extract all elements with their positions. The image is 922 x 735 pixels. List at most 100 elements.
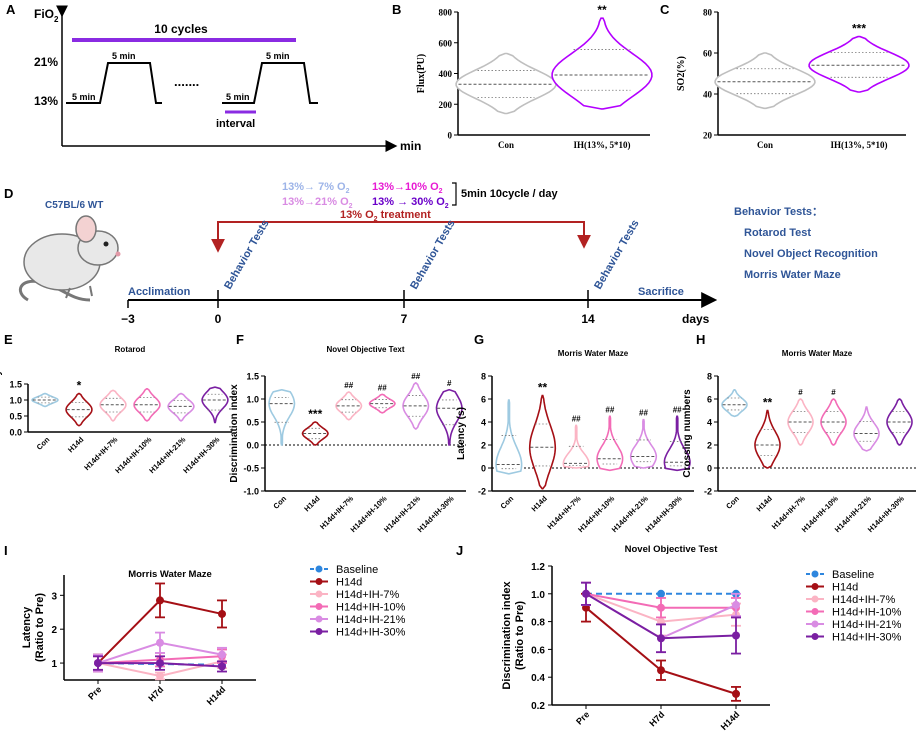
y-axis-label-2: (Ratio to Pre) (514, 601, 526, 670)
legend-marker (811, 620, 819, 628)
legend-label: H14d (336, 577, 362, 589)
interval-label: interval (216, 118, 255, 130)
y-axis-label: Latency (s) (456, 407, 467, 460)
violin-1 (528, 394, 557, 490)
significance-mark: # (831, 388, 836, 397)
data-point (582, 589, 590, 598)
category-label: Con (35, 435, 52, 452)
legend-label: H14d (832, 582, 858, 594)
y-tick-label: 0.5 (9, 412, 22, 422)
panel-letter-c: C (660, 2, 670, 17)
chart-g: -2 0 2 4 6 8 Latency (s) Morris Water Maze Con **… (456, 349, 694, 534)
data-point (657, 666, 665, 675)
y-tick-label: 1.0 (246, 395, 259, 405)
treatment-arrow (217, 221, 591, 249)
category-label: Con (498, 140, 514, 150)
legend-label: Baseline (832, 569, 874, 581)
y-tick-label: 0 (448, 131, 453, 141)
legend-marker (811, 570, 819, 578)
data-point (732, 631, 740, 640)
legend-label: H14d+IH-10% (832, 607, 902, 619)
category-label: Con (271, 494, 288, 511)
x-tick-label: Pre (574, 709, 591, 726)
y-axis-label: Discrimination index (501, 581, 513, 690)
significance-mark: ## (639, 409, 648, 418)
legend-marker (811, 583, 819, 590)
data-point (218, 609, 226, 618)
legend-label: H14d+IH-21% (832, 619, 902, 631)
violin-4 (167, 392, 195, 422)
x-tick-label: Pre (86, 684, 103, 701)
y-axis-label-2: (Ratio to Pre) (34, 593, 46, 662)
y-tick-label: 60 (703, 49, 713, 59)
y-axis-label: Duration of stay (0, 370, 3, 447)
y-tick-label: 3 (51, 591, 57, 602)
y-tick-label: 800 (439, 8, 453, 18)
chart-f: -1.0 -0.5 0.0 0.5 1.0 1.5 Discrimination index… (229, 345, 466, 534)
violin-5 (201, 386, 229, 424)
legend-marker (811, 633, 819, 640)
y-tick-label: 20 (703, 131, 713, 141)
chart-title: Morris Water Maze (782, 349, 853, 358)
category-label: H14d (66, 435, 86, 455)
step-label-4: 5 min (266, 51, 290, 61)
legend-marker (315, 590, 323, 598)
regimen-30: 13% → 30% O2 (372, 196, 449, 210)
data-point (218, 650, 226, 659)
y-tick-label: 0.6 (531, 645, 545, 656)
chart-j: Novel Objective Test 0.2 0.4 0.6 0.8 1.0 1.2 Pr… (501, 544, 902, 732)
chart-title: Morris Water Maze (128, 569, 212, 580)
data-point (156, 671, 164, 680)
violin-1 (754, 409, 781, 469)
significance-mark: ## (411, 372, 420, 381)
step-label-3: 5 min (226, 92, 250, 102)
panel-letter-f: F (236, 332, 244, 347)
acclimation-label: Acclimation (128, 286, 191, 298)
regimen-7: 13%→ 7% O2 (282, 181, 350, 195)
legend-label: H14d+IH-30% (832, 632, 902, 644)
y-tick-label: 0.5 (246, 418, 259, 428)
y-tick-label: 40 (703, 90, 713, 100)
days-label: days (682, 312, 710, 326)
violin-0 (714, 52, 816, 110)
y-axis-label: Discrimination index (229, 384, 240, 483)
chart-title: Novel Objective Text (326, 345, 404, 354)
test-mwm: Morris Water Maze (744, 269, 841, 281)
violin-4 (629, 418, 658, 469)
behavior-tests-day0: Behavior Tests (222, 218, 271, 292)
y-tick-label: 1 (51, 659, 57, 670)
violin-3 (596, 415, 624, 472)
sacrifice-label: Sacrifice (638, 286, 684, 298)
y-tick-label: 0.2 (531, 701, 545, 712)
chart-e: 0.0 0.5 1.0 1.5 Duration of stay Rotarod Con * H… (0, 345, 232, 475)
legend-label: H14d+IH-7% (336, 589, 400, 601)
data-point (156, 596, 164, 605)
panel-letter-e: E (4, 332, 13, 347)
y-tick-label: -2 (704, 487, 712, 497)
panel-letter-j: J (456, 543, 463, 558)
waveform-cycle-1 (66, 62, 162, 104)
y-tick-label: 2 (707, 441, 712, 451)
chart-c: 20 40 60 80 SO2(%) Con *** IH(13%, 5*10) (676, 8, 910, 150)
category-label: H14d+IH-30% (643, 494, 683, 534)
data-point (657, 589, 665, 598)
data-point (732, 689, 740, 698)
category-label: H14d+IH-30% (181, 435, 221, 475)
cycles-label: 10 cycles (154, 22, 208, 36)
y-axis-label: Crossing numbers (682, 389, 693, 478)
tests-title: Behavior Tests： (734, 206, 823, 218)
x-tick-label: H7d (647, 709, 666, 728)
category-label: Con (724, 494, 741, 511)
violin-4 (853, 406, 880, 452)
time-axis-title: min (400, 139, 421, 153)
x-tick-label: H14d (205, 684, 228, 707)
category-label: H14d (755, 494, 775, 514)
y-tick-label: 400 (439, 69, 453, 79)
y-tick-label: 80 (703, 8, 713, 18)
violin-0 (721, 389, 748, 418)
category-label: IH(13%, 5*10) (831, 140, 888, 150)
violin-0 (268, 389, 296, 446)
category-label: Con (757, 140, 773, 150)
